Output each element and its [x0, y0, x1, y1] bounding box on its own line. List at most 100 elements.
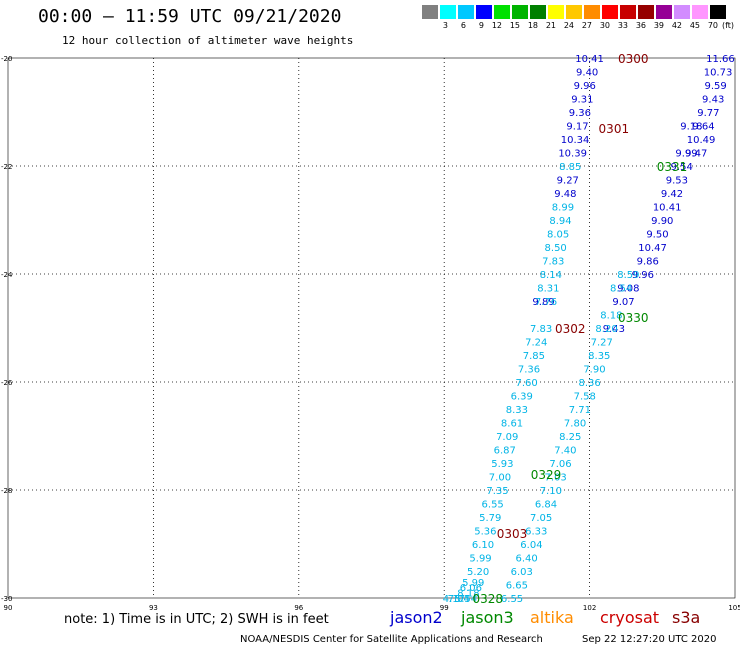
scale-swatch	[494, 5, 510, 19]
satellite-legend-cryosat: cryosat	[600, 608, 660, 627]
wave-height-value: 10.41	[653, 203, 682, 214]
scale-label: 39	[653, 21, 664, 30]
wave-height-value: 10.73	[704, 68, 733, 79]
wave-height-value: 9.99	[675, 149, 697, 160]
wave-height-value: 7.60	[515, 378, 537, 389]
wave-height-value: 7.24	[525, 338, 547, 349]
wave-height-value: 6.39	[511, 392, 533, 403]
y-tick-label: -22	[1, 163, 12, 171]
y-tick-label: -20	[1, 55, 12, 63]
pass-time-label: 0301	[599, 122, 630, 136]
data-points: 10.41 9.40 9.96 9.31 9.36 9.17 10.34 10.39 9.27 9…	[443, 54, 735, 605]
wave-height-value: 5.99	[469, 554, 491, 565]
wave-height-value: 6.40	[515, 554, 537, 565]
wave-height-value: 6.10	[472, 540, 494, 551]
plot-frame	[7, 57, 736, 599]
wave-height-value: 8.18	[457, 589, 479, 600]
wave-height-value: 9.90	[651, 216, 673, 227]
wave-height-value: 8.25	[559, 432, 581, 443]
wave-height-value: 7.06	[549, 459, 571, 470]
wave-height-value: 7.05	[530, 513, 552, 524]
y-tick-label: -28	[1, 487, 12, 495]
wave-height-value: 9.53	[666, 176, 688, 187]
wave-height-value: 9.17	[566, 122, 588, 133]
grid-lines	[8, 58, 735, 598]
wave-height-value: 9.96	[574, 81, 596, 92]
wave-height-value: 9.07	[612, 297, 634, 308]
wave-height-value: 9.43	[603, 324, 625, 335]
wave-height-value: 8.20	[595, 324, 617, 335]
wave-height-value: 9.96	[632, 270, 654, 281]
wave-height-value: 10.41	[575, 54, 604, 65]
wave-height-value: 5.36	[474, 527, 496, 538]
footer-credit: NOAA/NESDIS Center for Satellite Applica…	[240, 634, 543, 645]
wave-height-value: 8.50	[545, 243, 567, 254]
pass-labels: 0300 0301 0331 0330 0302 0329 0303 0328	[473, 52, 688, 606]
scale-swatch	[458, 5, 474, 19]
scale-swatch	[548, 5, 564, 19]
wave-height-value: 8.94	[549, 216, 571, 227]
pass-time-label: 0300	[618, 52, 649, 66]
scale-unit: (ft)	[722, 21, 735, 30]
wave-height-value: 7.03	[545, 473, 567, 484]
wave-height-value: 9.77	[697, 108, 719, 119]
x-tick-label: 99	[440, 604, 449, 612]
wave-height-value: 7.90	[583, 365, 605, 376]
pass-time-label: 0330	[618, 311, 649, 325]
wave-height-value: 6.87	[494, 446, 516, 457]
wave-height-value: 6.84	[535, 500, 557, 511]
wave-height-value: 9.42	[661, 189, 683, 200]
footer-timestamp: Sep 22 12:27:20 UTC 2020	[582, 634, 717, 645]
scale-label: 42	[671, 21, 682, 30]
wave-height-value: 8.99	[552, 203, 574, 214]
scale-swatch	[584, 5, 600, 19]
wave-height-value: 9.59	[704, 81, 726, 92]
wave-height-value: 7.71	[569, 405, 591, 416]
wave-height-value: 9.64	[692, 122, 714, 133]
scale-label: 18	[527, 21, 538, 30]
scale-swatch	[656, 5, 672, 19]
pass-time-label: 0303	[497, 527, 528, 541]
wave-height-value: 8.85	[559, 162, 581, 173]
wave-height-value: 10.34	[561, 135, 590, 146]
wave-height-value: 4.17	[443, 594, 465, 605]
scale-swatch	[512, 5, 528, 19]
wave-height-value: 7.10	[540, 486, 562, 497]
scale-label: 33	[617, 21, 628, 30]
wave-height-value: 7.58	[574, 392, 596, 403]
wave-height-value: 7.80	[564, 419, 586, 430]
wave-height-value: 8.05	[547, 230, 569, 241]
wave-height-value: 9.47	[685, 149, 707, 160]
scale-label: 27	[581, 21, 592, 30]
x-tick-label: 96	[294, 604, 303, 612]
axis-ticks: 90 93 96 99 102 105 -20 -22 -24 -26 -28 -30	[1, 55, 740, 612]
wave-height-value: 7.36	[518, 365, 540, 376]
scale-swatch	[602, 5, 618, 19]
scale-swatch	[692, 5, 708, 19]
wave-height-value: 5.99	[462, 578, 484, 589]
scale-label: 15	[509, 21, 520, 30]
satellite-legend-altika: altika	[530, 608, 574, 627]
scale-label: 45	[689, 21, 700, 30]
wave-height-value: 10.39	[558, 149, 587, 160]
footer-note: note: 1) Time is in UTC; 2) SWH is in fe…	[64, 612, 329, 627]
wave-height-value: 8.33	[506, 405, 528, 416]
wave-height-value: 8.61	[501, 419, 523, 430]
wave-height-value: 9.36	[569, 108, 591, 119]
satellite-legend-jason3: jason3	[461, 608, 514, 627]
y-tick-label: -24	[1, 271, 13, 279]
wave-height-value: 7.76	[535, 297, 557, 308]
wave-height-value: 7.00	[489, 473, 511, 484]
scale-label: 3	[442, 21, 448, 30]
wave-height-value: 8.54	[610, 284, 632, 295]
scale-label: 9	[478, 21, 484, 30]
scale-swatch	[476, 5, 492, 19]
wave-height-value: 6.06	[460, 583, 482, 594]
wave-height-value: 9.48	[554, 189, 576, 200]
pass-time-label: 0331	[657, 160, 688, 174]
wave-height-value: 9.43	[702, 95, 724, 106]
wave-height-value: 10.47	[638, 243, 667, 254]
wave-height-value: 8.35	[588, 351, 610, 362]
wave-height-value: 9.50	[646, 230, 668, 241]
